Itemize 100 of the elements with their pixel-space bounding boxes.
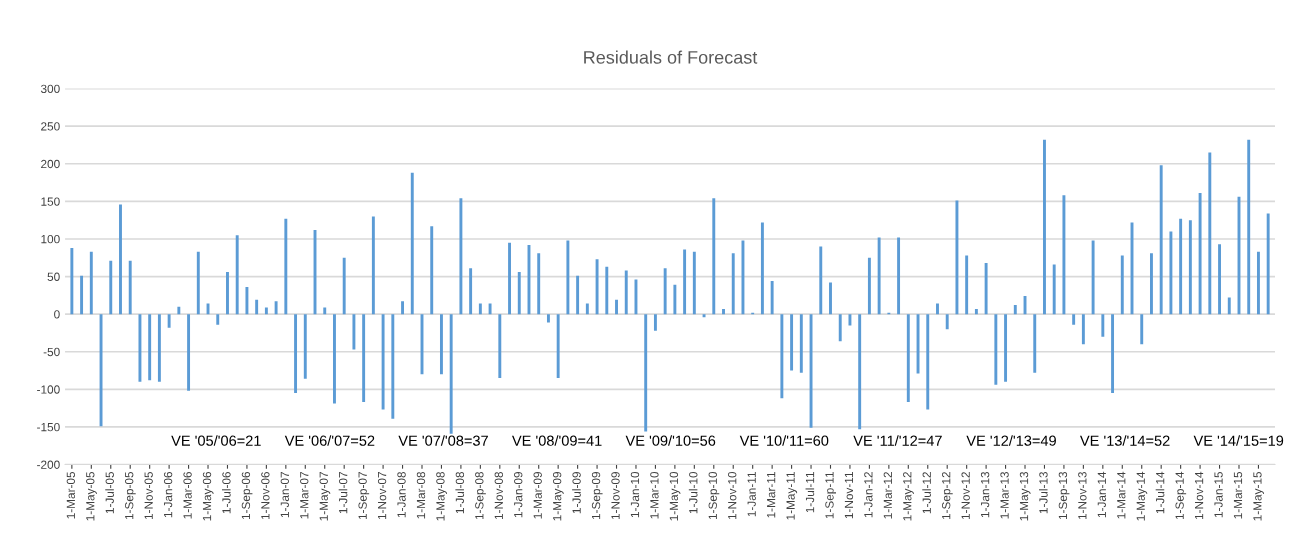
bar — [595, 259, 599, 315]
bar — [799, 314, 803, 373]
bar — [1159, 165, 1163, 315]
bar — [274, 301, 278, 315]
bar — [974, 308, 978, 315]
bar — [119, 204, 122, 315]
x-tick-label: 1-Sep-12 — [942, 472, 953, 520]
x-tick-label: 1-Jul-13 — [1038, 471, 1048, 514]
bar — [439, 314, 443, 375]
x-tick-label: 1-Sep-11 — [825, 472, 836, 519]
bar — [371, 216, 375, 315]
x-tick-label: 1-May-05 — [86, 471, 97, 521]
y-tick-label: 100 — [41, 235, 60, 244]
x-tick-label: 1-Sep-07 — [358, 472, 370, 520]
bar — [867, 257, 871, 315]
bar — [926, 314, 930, 410]
bar — [449, 314, 453, 434]
x-tick-label: 1-Nov-11 — [844, 472, 854, 519]
x-tick-label: 1-Jan-07 — [280, 472, 289, 518]
annotation: VE '11/'12=47 — [853, 435, 942, 446]
bar — [809, 314, 813, 428]
bar — [255, 299, 259, 315]
x-tick-label: 1-May-06 — [202, 471, 214, 521]
bar — [333, 314, 336, 404]
bar — [1052, 264, 1056, 315]
x-tick-label: 1-Jul-08 — [455, 471, 465, 514]
y-tick-label: -200 — [37, 460, 60, 469]
x-tick-label: 1-Sep-14 — [1175, 471, 1187, 520]
bar — [692, 251, 696, 315]
bar — [858, 314, 862, 430]
annotation: VE '13/'14=52 — [1080, 435, 1170, 446]
x-tick-label: 1-Mar-15 — [1233, 471, 1243, 519]
bar — [712, 198, 716, 315]
x-tick-label: 1-Nov-08 — [494, 471, 503, 520]
bar — [683, 249, 687, 315]
bar — [196, 251, 200, 315]
bar — [653, 314, 657, 331]
y-tick-label: -100 — [37, 385, 60, 394]
bar — [459, 198, 463, 315]
x-tick-label: 1-Jan-12 — [864, 472, 873, 518]
bar — [303, 314, 307, 379]
x-tick-label: 1-Jan-14 — [1097, 471, 1106, 518]
bar — [1256, 251, 1260, 315]
x-tick-label: 1-May-10 — [669, 471, 681, 521]
bar — [945, 314, 949, 330]
x-tick-label: 1-Mar-08 — [416, 471, 426, 519]
bar — [829, 282, 832, 315]
bar — [877, 237, 881, 315]
bar — [897, 237, 901, 315]
bar — [138, 314, 142, 382]
bar — [790, 314, 794, 371]
bar — [187, 314, 191, 391]
bar — [352, 314, 356, 350]
bar — [1043, 139, 1046, 315]
bar — [906, 314, 910, 403]
bar — [984, 263, 988, 315]
annotation: VE '12/'13=49 — [966, 435, 1056, 446]
x-tick-label: 1-Sep-06 — [241, 471, 253, 520]
annotation: VE '08/'09=41 — [512, 435, 602, 446]
x-tick-label: 1-May-07 — [319, 472, 331, 521]
x-tick-label: 1-Jan-08 — [397, 471, 406, 518]
bar — [1101, 314, 1105, 337]
x-tick-label: 1-Jul-05 — [105, 471, 114, 514]
x-tick-label: 1-Mar-14 — [1117, 471, 1126, 519]
bar — [624, 270, 628, 315]
x-tick-label: 1-May-11 — [786, 472, 798, 520]
x-tick-label: 1-Nov-05 — [144, 471, 153, 520]
bar — [109, 260, 113, 315]
bar — [1033, 314, 1037, 373]
bar — [576, 275, 580, 315]
bar — [566, 240, 570, 315]
bar — [478, 303, 482, 315]
bar — [517, 272, 521, 315]
bar — [498, 314, 502, 379]
y-tick-label: -150 — [37, 422, 60, 432]
bar — [1150, 253, 1153, 315]
y-tick-label: 0 — [54, 310, 60, 319]
bar — [644, 314, 648, 432]
y-tick-label: 250 — [41, 122, 60, 131]
annotation: VE '10/'11=60 — [739, 435, 829, 446]
bar — [284, 218, 288, 315]
x-tick-label: 1-Jan-10 — [630, 471, 640, 518]
bar — [955, 200, 959, 315]
x-tick-label: 1-Jul-12 — [922, 472, 931, 514]
x-tick-label: 1-Jan-09 — [514, 472, 523, 518]
x-tick-label: 1-Mar-06 — [183, 471, 192, 519]
bar — [585, 303, 589, 315]
bar — [177, 306, 181, 315]
bar — [605, 266, 609, 315]
bar — [294, 314, 298, 394]
annotation: VE '14/'15=19 — [1193, 435, 1284, 446]
bar — [1208, 152, 1212, 315]
annotation: VE '09/'10=56 — [625, 435, 716, 446]
x-tick-label: 1-Mar-12 — [883, 472, 893, 519]
bar — [381, 314, 385, 410]
bar — [1062, 195, 1066, 315]
x-tick-label: 1-Nov-09 — [611, 472, 620, 520]
x-tick-label: 1-Nov-14 — [1195, 471, 1204, 520]
bar — [1218, 244, 1221, 315]
bar — [965, 255, 969, 315]
